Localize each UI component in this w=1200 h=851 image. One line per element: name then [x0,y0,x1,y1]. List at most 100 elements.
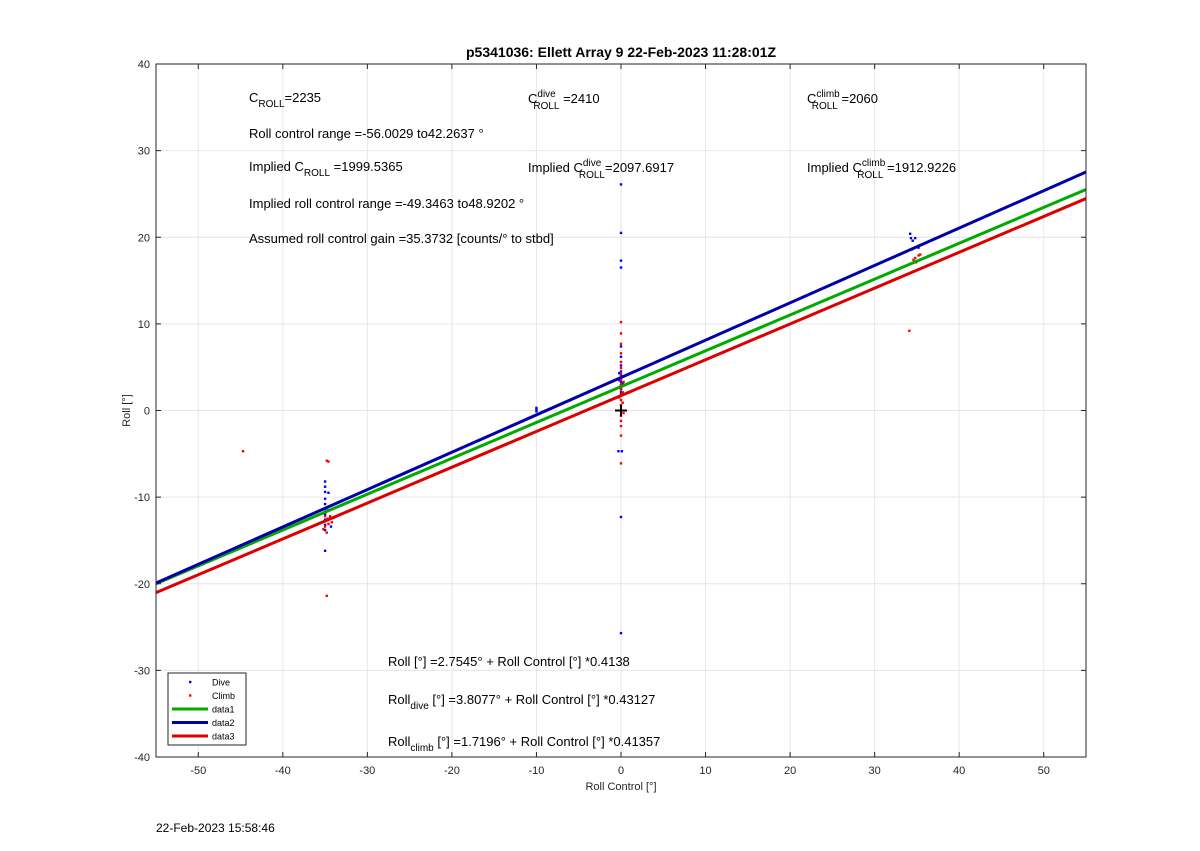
point-dive [323,513,327,516]
legend-marker-climb [189,694,192,697]
point-climb [330,521,334,524]
point-climb [328,514,332,518]
point-climb [619,398,623,402]
point-dive [619,345,623,348]
point-climb [621,401,624,404]
x-tick-label: -10 [529,765,545,777]
point-climb [919,253,922,256]
y-axis-label: Roll [°] [121,394,133,427]
point-dive [619,391,623,394]
x-tick-label: 10 [699,765,711,777]
point-climb [619,342,623,345]
annotation-implied-range: Implied roll control range =-49.3463 to4… [249,196,524,211]
point-dive [911,239,914,242]
point-dive [909,236,913,240]
point-dive [323,502,327,506]
point-dive [619,380,623,384]
point-dive [323,549,327,553]
x-tick-label: 20 [784,765,796,777]
y-tick-label: 30 [138,146,150,158]
y-tick-label: 10 [138,319,150,331]
point-climb [619,372,623,376]
point-dive [329,525,333,528]
point-climb [241,450,245,453]
point-climb [622,380,625,384]
annotation-fit-dive: Rolldive [°] =3.8077° + Roll Control [°]… [388,692,655,712]
point-dive [619,370,623,373]
legend-label: data1 [212,705,235,715]
point-climb [619,419,623,423]
point-climb [325,459,328,462]
point-dive [323,523,327,527]
y-tick-label: -30 [134,665,150,677]
point-dive [323,528,327,532]
x-tick-label: -20 [444,765,460,777]
point-climb [619,462,623,465]
point-dive [619,364,623,367]
point-dive [619,231,623,235]
annotations: CROLL=2235 Cdive ROLL =2410 Cclimb ROLL =206… [249,89,956,754]
point-climb [917,254,920,257]
y-tick-label: 40 [138,59,150,71]
point-dive [327,491,330,494]
point-climb [619,434,623,437]
x-tick-label: 0 [618,765,624,777]
point-climb [327,460,330,463]
y-tick-label: -20 [134,579,150,591]
point-dive [535,410,538,413]
legend-label: Climb [212,691,235,701]
point-dive [619,631,623,635]
axes: -50 -40 -30 -20 -10 0 10 20 30 40 50 -40 -30 -20 -10 0 1… [121,44,1087,793]
point-dive [619,266,623,269]
point-climb [325,594,328,598]
legend-label: data2 [212,718,235,728]
annotation-c-roll-climb: Cclimb ROLL =2060 [807,89,878,112]
y-tick-label: -40 [134,752,150,764]
point-dive [618,378,621,382]
annotation-c-roll-dive: Cdive ROLL =2410 [528,89,600,112]
point-climb [619,360,623,364]
y-tick-label: 0 [144,406,150,418]
x-tick-label: -30 [359,765,375,777]
x-tick-label: 30 [869,765,881,777]
point-dive [620,450,624,453]
point-dive [619,183,623,186]
point-climb [619,352,623,355]
point-climb [619,366,623,370]
footer-timestamp: 22-Feb-2023 15:58:46 [156,821,275,835]
x-tick-label: 50 [1038,765,1050,777]
point-climb [619,388,623,391]
point-dive [617,450,620,453]
series [156,170,1086,635]
annotation-c-roll: CROLL=2235 [249,90,321,110]
point-climb [323,514,327,518]
point-dive [619,259,623,262]
x-tick-label: -40 [275,765,291,777]
point-dive [535,408,538,411]
legend-label: data3 [212,732,235,742]
point-climb [323,525,327,528]
point-climb [908,329,911,333]
point-dive [618,372,621,375]
annotation-implied-c-roll: Implied CROLL =1999.5365 [249,159,403,179]
point-climb [619,378,623,381]
fit-line-data2 [156,170,1086,585]
point-climb [912,258,915,261]
point-dive [914,236,917,240]
point-dive [621,382,624,385]
annotation-implied-c-roll-dive: Implied Cdive ROLL=2097.6917 [528,158,674,181]
point-climb [327,522,330,526]
annotation-fit-all: Roll [°] =2.7545° + Roll Control [°] *0.… [388,654,630,669]
point-dive [323,497,327,501]
fit-line-data3 [156,197,1086,595]
point-dive [619,355,623,358]
point-climb [622,411,625,415]
point-climb [325,531,328,534]
fit-line-data1 [156,188,1086,586]
point-climb [619,424,623,428]
point-climb [621,391,624,394]
annotation-gain: Assumed roll control gain =35.3732 [coun… [249,231,554,246]
point-dive [535,406,538,410]
annotation-roll-range: Roll control range =-56.0029 to42.2637 ° [249,126,484,141]
